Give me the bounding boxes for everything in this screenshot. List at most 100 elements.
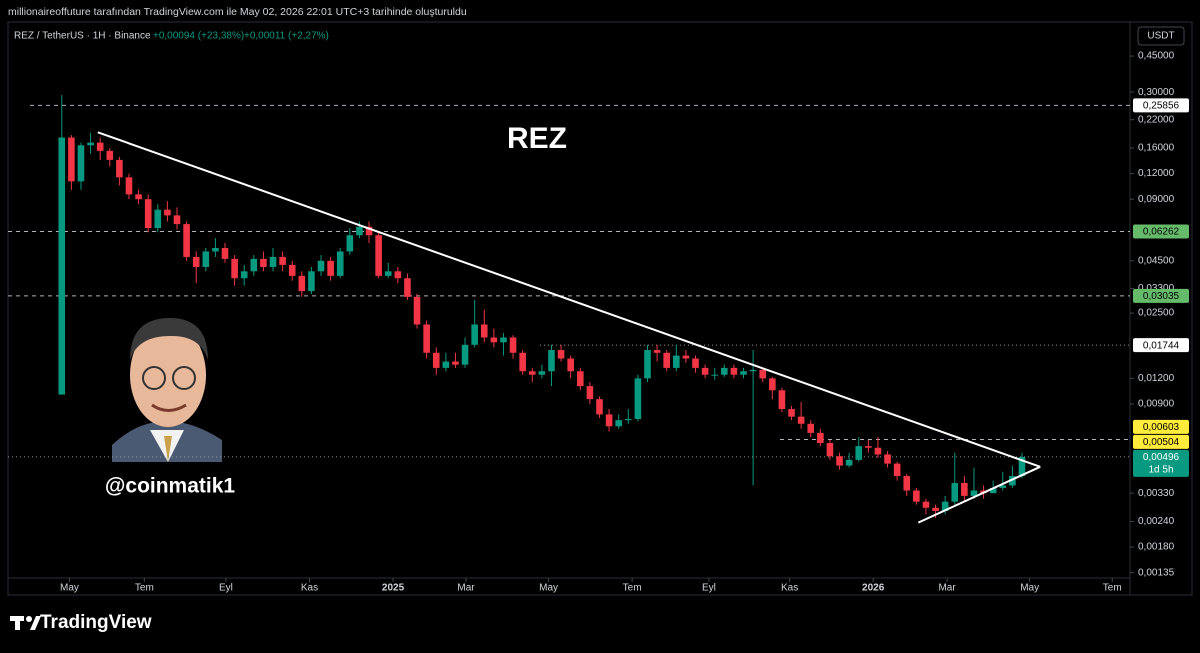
candle-body [1009,476,1016,486]
currency-button[interactable] [1137,26,1185,46]
candle-body [423,324,430,353]
x-tick-label: 2026 [862,583,885,594]
candle-body [298,275,306,292]
candle-body [951,482,959,502]
candle-body [989,487,997,494]
candle-body [576,371,584,387]
candle-body [893,463,901,477]
price-label-box [1133,98,1189,113]
y-tick-label: 0,12000 [1138,168,1175,179]
candle-body [77,145,85,182]
candle-body [279,256,286,265]
candle-body [404,278,411,297]
candle-body [826,443,834,457]
change-legend: +0,00094 (+23,38%) [153,31,244,42]
x-tick-label: Kas [301,583,318,594]
candle-body [884,454,891,464]
x-tick-label: 2025 [382,583,405,594]
y-tick-label: 0,00330 [1138,488,1175,499]
price-label-box [1133,338,1189,353]
annotation: REZ [507,122,567,155]
candle-body [586,386,594,400]
candle-body [932,507,939,512]
candle-body [557,350,565,359]
price-label: 0,25856 [1143,100,1180,111]
x-tick-label: Mar [457,583,475,594]
candle-body [567,358,574,372]
price-label-box [1133,449,1189,477]
candle-body [452,361,459,365]
price-label: 0,01744 [1143,340,1180,351]
candle-body [413,296,421,325]
candle-body [673,355,680,368]
candle-body [336,251,344,276]
y-tick-label: 0,04500 [1138,255,1175,266]
watermark: millionaireoffuture tarafından TradingVi… [8,6,467,18]
price-label-box [1133,434,1189,449]
candle-body [999,485,1007,488]
candle-body [317,260,325,272]
candle-body [855,446,863,460]
candle-body [106,150,114,160]
x-tick-label: Tem [135,583,154,594]
candle-body [1018,456,1026,477]
candle-body [461,344,469,365]
y-tick-label: 0,30000 [1138,87,1175,98]
x-tick-label: May [60,583,79,594]
candle-body [797,416,805,424]
x-tick-label: Eyl [702,583,716,594]
candle-body [874,447,882,455]
x-tick-label: May [1020,583,1039,594]
candle-body [970,490,978,496]
candle-body [788,409,795,417]
candle-body [865,446,872,448]
candle-body [221,247,229,259]
x-tick-label: Mar [938,583,956,594]
currency-label: USDT [1147,31,1174,42]
candle-body [961,482,968,496]
candle-body [202,251,210,267]
candle-body [356,226,363,236]
candle-body [346,235,354,252]
y-tick-label: 0,01200 [1138,373,1175,384]
price-label-box [1133,288,1189,303]
candle-body [68,137,75,182]
caricature [112,318,222,462]
candle-body [480,324,488,338]
price-label: 0,06262 [1143,227,1180,238]
candle-body [212,247,219,252]
plot-area [8,95,1130,524]
candle-body [682,355,690,359]
footer-brand: TradingView [40,612,152,633]
candle-body [375,235,382,276]
candle-body [442,361,450,368]
price-label-box [1133,419,1189,434]
candle-body [845,459,853,466]
candle-body [154,209,162,229]
candle-body [692,358,699,368]
candle-body [903,476,911,491]
y-tick-label: 0,00180 [1138,542,1175,553]
candle-body [778,390,786,410]
candle-body [615,420,622,427]
candle-body [548,350,555,372]
candle-body [432,352,440,368]
candle-body [941,501,949,512]
candle-body [730,367,738,375]
candle-body [260,258,267,267]
price-label: 0,00603 [1143,422,1180,433]
candle-body [653,350,661,353]
candle-body [308,271,315,292]
x-tick-label: Kas [781,583,798,594]
candle-body [807,423,815,433]
candle-body [759,369,767,379]
candle-body [384,271,392,276]
y-tick-label: 0,00135 [1138,567,1175,578]
candle-body [394,271,402,279]
candle-body [624,418,632,421]
trendline [917,465,1041,524]
candle-body [164,209,171,216]
candle-body [538,371,546,375]
candle-body [183,224,190,257]
